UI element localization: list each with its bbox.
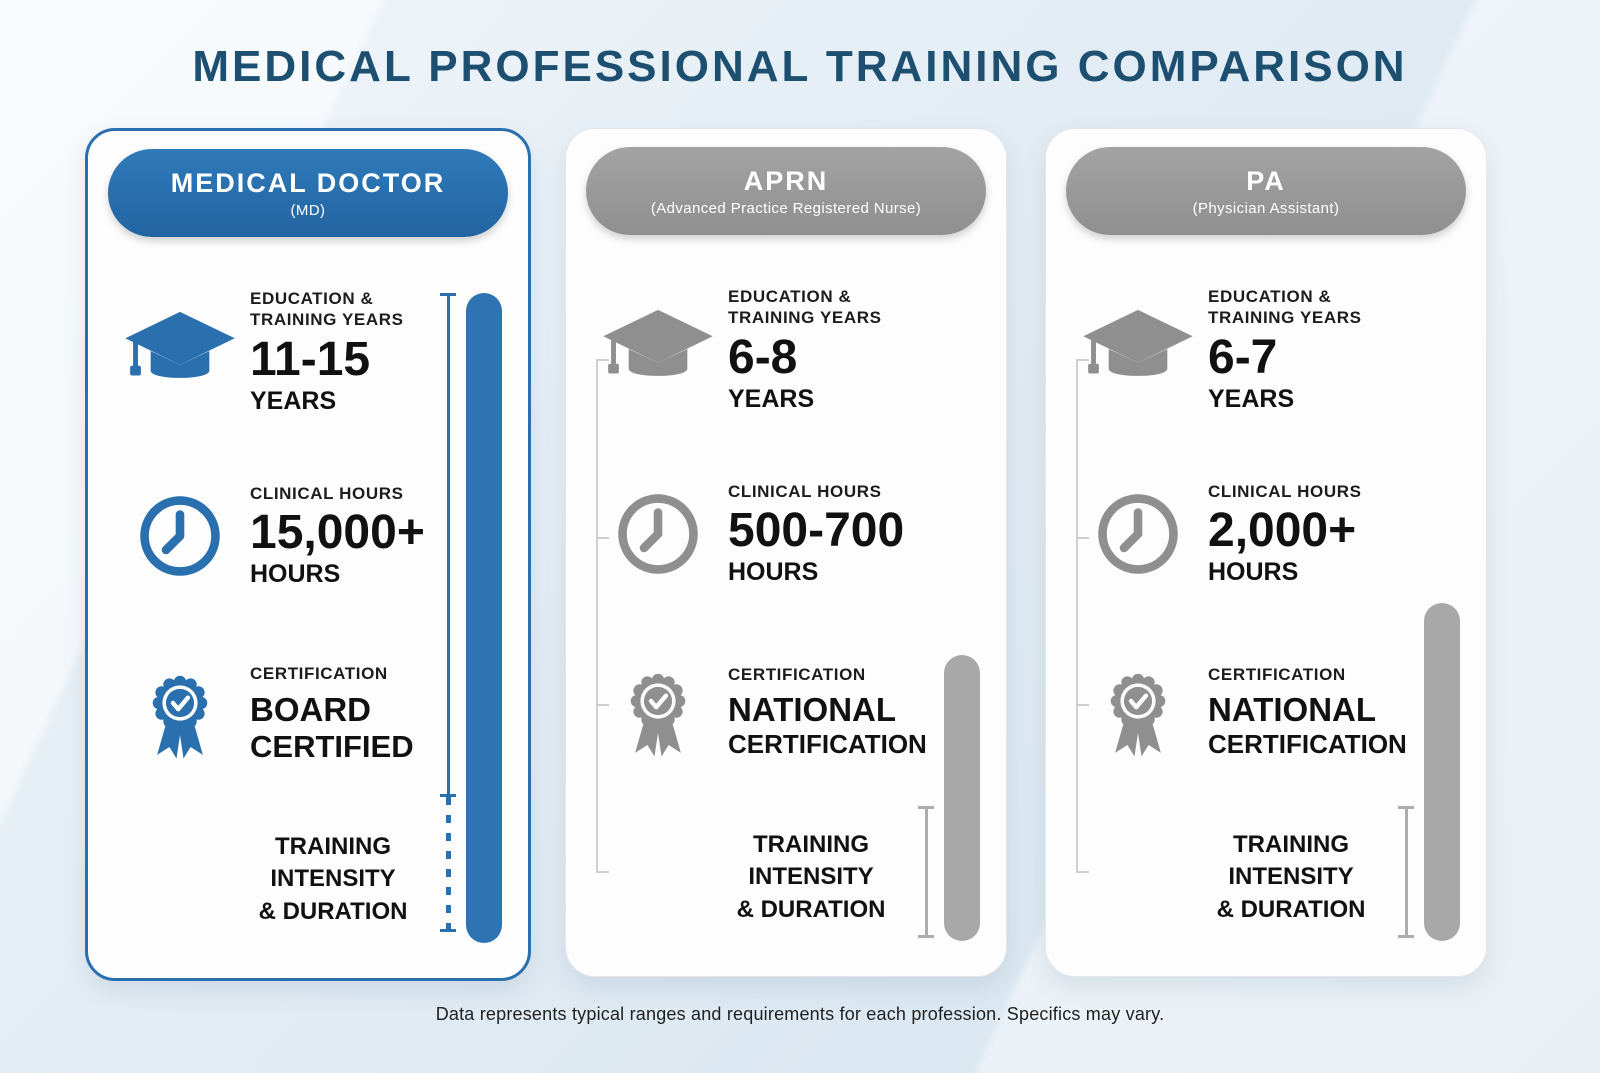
row-bracket-line (596, 359, 609, 873)
graduation-cap-icon (1072, 306, 1204, 394)
intensity-measure-line (918, 806, 934, 940)
clinical-hours-row: CLINICAL HOURS 2,000+ HOURS (1072, 469, 1402, 599)
certification-label: CERTIFICATION (1208, 664, 1346, 684)
clinical-unit: HOURS (250, 560, 341, 589)
education-row: EDUCATION & TRAINING YEARS 6-8 YEARS (592, 275, 922, 425)
education-value: 6-8 (728, 330, 798, 384)
intensity-bar (1424, 603, 1460, 941)
clock-icon (1072, 491, 1204, 577)
clinical-label: CLINICAL HOURS (1208, 481, 1362, 501)
clinical-label: CLINICAL HOURS (250, 483, 404, 503)
clinical-unit: HOURS (728, 558, 819, 587)
certification-unit: CERTIFIED (250, 728, 414, 764)
clinical-value: 2,000+ (1208, 503, 1357, 557)
intensity-label: TRAINING INTENSITY & DURATION (736, 831, 886, 923)
certification-value: NATIONAL (1208, 691, 1377, 729)
clock-icon (592, 491, 724, 577)
clinical-unit: HOURS (1208, 558, 1299, 587)
certification-value: BOARD (250, 690, 371, 728)
card-subtitle: (Advanced Practice Registered Nurse) (650, 199, 922, 217)
certification-row: CERTIFICATION NATIONAL CERTIFICATION (592, 637, 927, 787)
education-row: EDUCATION & TRAINING YEARS 6-7 YEARS (1072, 275, 1402, 425)
intensity-measure-line (440, 293, 456, 943)
card-header: MEDICAL DOCTOR (MD) (108, 149, 508, 237)
education-label: EDUCATION & TRAINING YEARS (728, 287, 882, 328)
certificate-ribbon-icon (1072, 661, 1204, 763)
certification-unit: CERTIFICATION (1208, 729, 1407, 760)
education-unit: YEARS (250, 386, 337, 415)
intensity-bar (944, 655, 980, 941)
clinical-hours-row: CLINICAL HOURS 500-700 HOURS (592, 469, 922, 599)
intensity-label: TRAINING INTENSITY & DURATION (258, 833, 408, 925)
footnote: Data represents typical ranges and requi… (435, 1004, 1165, 1024)
page-title: MEDICAL PROFESSIONAL TRAINING COMPARISON (192, 42, 1408, 91)
card-title: APRN (743, 165, 829, 196)
clinical-label: CLINICAL HOURS (728, 481, 882, 501)
certification-label: CERTIFICATION (728, 664, 866, 684)
intensity-label: TRAINING INTENSITY & DURATION (1216, 831, 1366, 923)
card-medical-doctor: MEDICAL DOCTOR (MD) EDUCATION & TRAINING… (85, 128, 531, 981)
row-bracket-line (1076, 359, 1089, 873)
intensity-measure-line (1398, 806, 1414, 940)
card-header: APRN (Advanced Practice Registered Nurse… (586, 147, 986, 235)
education-label: EDUCATION & TRAINING YEARS (250, 289, 404, 330)
certification-row: CERTIFICATION NATIONAL CERTIFICATION (1072, 637, 1407, 787)
card-subtitle: (MD) (290, 201, 326, 219)
clock-icon (114, 493, 246, 579)
education-unit: YEARS (728, 384, 815, 413)
clinical-value: 15,000+ (250, 505, 425, 559)
education-value: 6-7 (1208, 330, 1278, 384)
education-row: EDUCATION & TRAINING YEARS 11-15 YEARS (114, 277, 444, 427)
education-value: 11-15 (250, 332, 371, 386)
card-subtitle: (Physician Assistant) (1192, 199, 1340, 217)
intensity-bar (466, 293, 502, 943)
certification-row: CERTIFICATION BOARD CERTIFIED (114, 639, 444, 789)
graduation-cap-icon (592, 306, 724, 394)
education-label: EDUCATION & TRAINING YEARS (1208, 287, 1362, 328)
card-aprn: APRN (Advanced Practice Registered Nurse… (565, 128, 1007, 977)
card-title: MEDICAL DOCTOR (170, 167, 446, 198)
card-title: PA (1246, 165, 1286, 196)
clinical-hours-row: CLINICAL HOURS 15,000+ HOURS (114, 471, 444, 601)
certification-label: CERTIFICATION (250, 664, 388, 684)
education-unit: YEARS (1208, 384, 1295, 413)
certification-value: NATIONAL (728, 691, 897, 729)
card-pa: PA (Physician Assistant) EDUCATION & TRA… (1045, 128, 1487, 977)
clinical-value: 500-700 (728, 503, 905, 557)
certificate-ribbon-icon (114, 663, 246, 765)
graduation-cap-icon (114, 308, 246, 396)
certificate-ribbon-icon (592, 661, 724, 763)
card-header: PA (Physician Assistant) (1066, 147, 1466, 235)
certification-unit: CERTIFICATION (728, 729, 927, 760)
